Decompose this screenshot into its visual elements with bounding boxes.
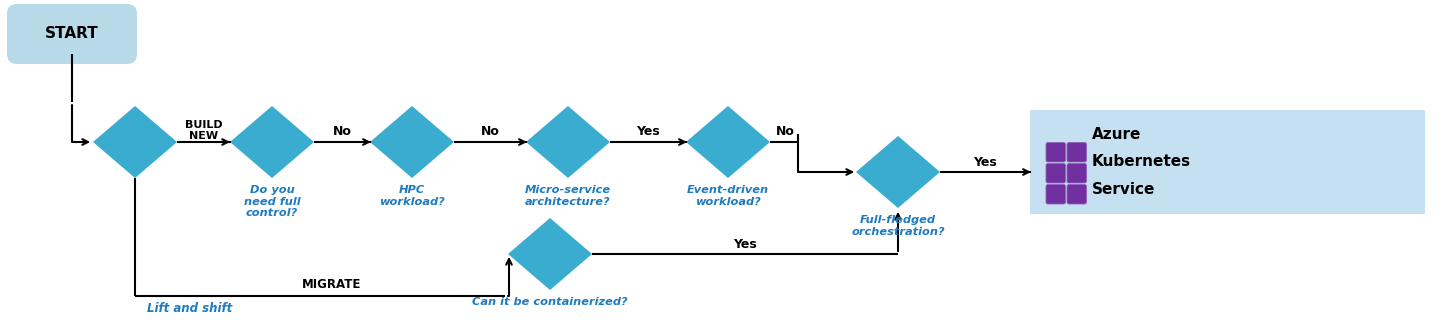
FancyBboxPatch shape: [1045, 184, 1066, 204]
FancyBboxPatch shape: [1030, 110, 1424, 214]
Polygon shape: [856, 136, 940, 208]
Text: Full-fledged
orchestration?: Full-fledged orchestration?: [852, 215, 944, 237]
Text: No: No: [333, 125, 351, 138]
Text: Yes: Yes: [733, 237, 756, 250]
Text: Do you
need full
control?: Do you need full control?: [244, 185, 301, 218]
FancyBboxPatch shape: [1045, 143, 1066, 162]
FancyBboxPatch shape: [1067, 184, 1086, 204]
Text: Micro-service
architecture?: Micro-service architecture?: [525, 185, 612, 207]
Text: No: No: [777, 125, 795, 138]
Polygon shape: [508, 218, 591, 290]
Text: BUILD: BUILD: [185, 120, 223, 130]
Text: Azure: Azure: [1092, 127, 1141, 143]
Text: Can it be containerized?: Can it be containerized?: [473, 297, 628, 307]
Text: START: START: [45, 27, 98, 41]
Text: MIGRATE: MIGRATE: [302, 279, 362, 292]
Text: Yes: Yes: [636, 125, 659, 138]
Polygon shape: [370, 106, 454, 178]
FancyBboxPatch shape: [1067, 164, 1086, 183]
Polygon shape: [685, 106, 771, 178]
Text: No: No: [480, 125, 499, 138]
FancyBboxPatch shape: [1067, 143, 1086, 162]
Text: NEW: NEW: [189, 131, 218, 141]
Polygon shape: [230, 106, 314, 178]
FancyBboxPatch shape: [7, 4, 137, 64]
Text: Yes: Yes: [973, 156, 996, 168]
Text: Kubernetes: Kubernetes: [1092, 155, 1192, 169]
Polygon shape: [526, 106, 610, 178]
FancyBboxPatch shape: [1045, 164, 1066, 183]
Text: HPC
workload?: HPC workload?: [379, 185, 445, 207]
Polygon shape: [93, 106, 176, 178]
Text: Service: Service: [1092, 181, 1155, 197]
Text: Event-driven
workload?: Event-driven workload?: [687, 185, 769, 207]
Text: Lift and shift: Lift and shift: [147, 303, 233, 316]
